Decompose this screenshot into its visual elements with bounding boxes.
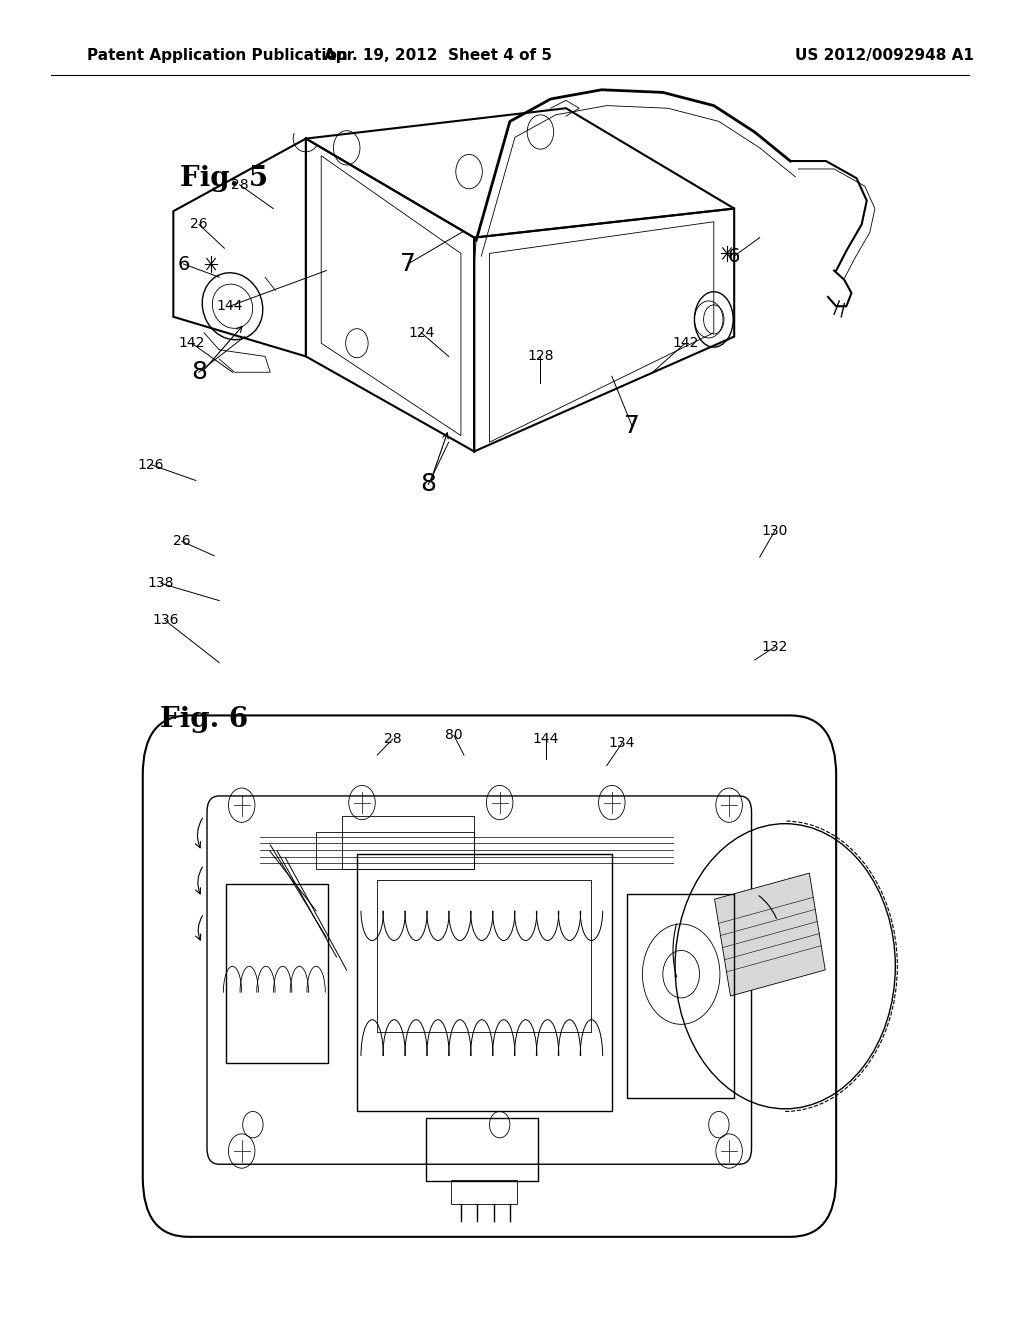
Text: 130: 130 <box>762 524 788 537</box>
Text: 80: 80 <box>445 729 463 742</box>
Text: 8: 8 <box>420 473 436 496</box>
Text: 144: 144 <box>532 733 559 746</box>
Bar <box>451 1180 517 1204</box>
Text: 8: 8 <box>190 360 207 384</box>
Text: 6: 6 <box>177 255 189 273</box>
Bar <box>357 854 611 1111</box>
Text: Fig. 6: Fig. 6 <box>160 706 248 733</box>
Bar <box>627 894 734 1098</box>
Polygon shape <box>715 873 825 997</box>
Bar <box>426 1118 539 1181</box>
Bar <box>316 832 474 869</box>
Text: 7: 7 <box>625 414 640 438</box>
Bar <box>377 880 592 1032</box>
Text: 142: 142 <box>672 337 698 350</box>
Text: 6: 6 <box>728 247 740 265</box>
Bar <box>226 884 329 1063</box>
Bar <box>342 816 474 869</box>
Text: 28: 28 <box>384 733 401 746</box>
Text: 132: 132 <box>762 640 788 653</box>
Text: Apr. 19, 2012  Sheet 4 of 5: Apr. 19, 2012 Sheet 4 of 5 <box>325 48 553 63</box>
Text: 136: 136 <box>152 614 178 627</box>
Text: 126: 126 <box>137 458 164 471</box>
Text: 144: 144 <box>216 300 243 313</box>
Text: 28: 28 <box>230 178 249 191</box>
Text: 138: 138 <box>147 577 174 590</box>
Text: 26: 26 <box>190 218 208 231</box>
Text: 128: 128 <box>527 350 554 363</box>
Text: Patent Application Publication: Patent Application Publication <box>87 48 347 63</box>
Text: 7: 7 <box>400 252 416 276</box>
Text: 142: 142 <box>178 337 205 350</box>
Text: 134: 134 <box>609 737 635 750</box>
Text: US 2012/0092948 A1: US 2012/0092948 A1 <box>796 48 974 63</box>
Text: Fig. 5: Fig. 5 <box>180 165 268 191</box>
Text: 124: 124 <box>408 326 434 339</box>
Text: 26: 26 <box>173 535 190 548</box>
